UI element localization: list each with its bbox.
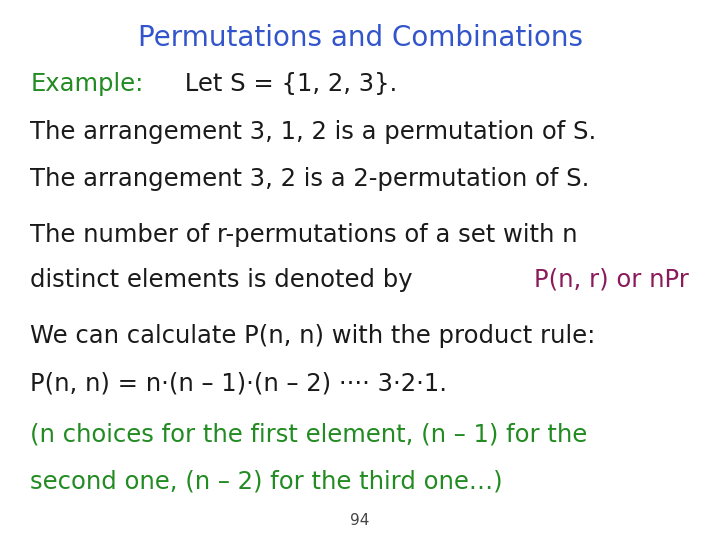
Text: 94: 94 [351,513,369,528]
Text: Let S = {1, 2, 3}.: Let S = {1, 2, 3}. [176,72,397,96]
Text: P(n, n) = n·(n – 1)·(n – 2) ···· 3·2·1.: P(n, n) = n·(n – 1)·(n – 2) ···· 3·2·1. [30,372,447,395]
Text: second one, (n – 2) for the third one…): second one, (n – 2) for the third one…) [30,470,503,494]
Text: (n choices for the first element, (n – 1) for the: (n choices for the first element, (n – 1… [30,423,588,447]
Text: distinct elements is denoted by: distinct elements is denoted by [30,268,420,292]
Text: Permutations and Combinations: Permutations and Combinations [138,24,582,52]
Text: The arrangement 3, 1, 2 is a permutation of S.: The arrangement 3, 1, 2 is a permutation… [30,120,596,144]
Text: The number of r-permutations of a set with n: The number of r-permutations of a set wi… [30,223,577,247]
Text: We can calculate P(n, n) with the product rule:: We can calculate P(n, n) with the produc… [30,324,595,348]
Text: Example:: Example: [30,72,143,96]
Text: P(n, r) or nPr: P(n, r) or nPr [534,268,689,292]
Text: The arrangement 3, 2 is a 2-permutation of S.: The arrangement 3, 2 is a 2-permutation … [30,167,590,191]
